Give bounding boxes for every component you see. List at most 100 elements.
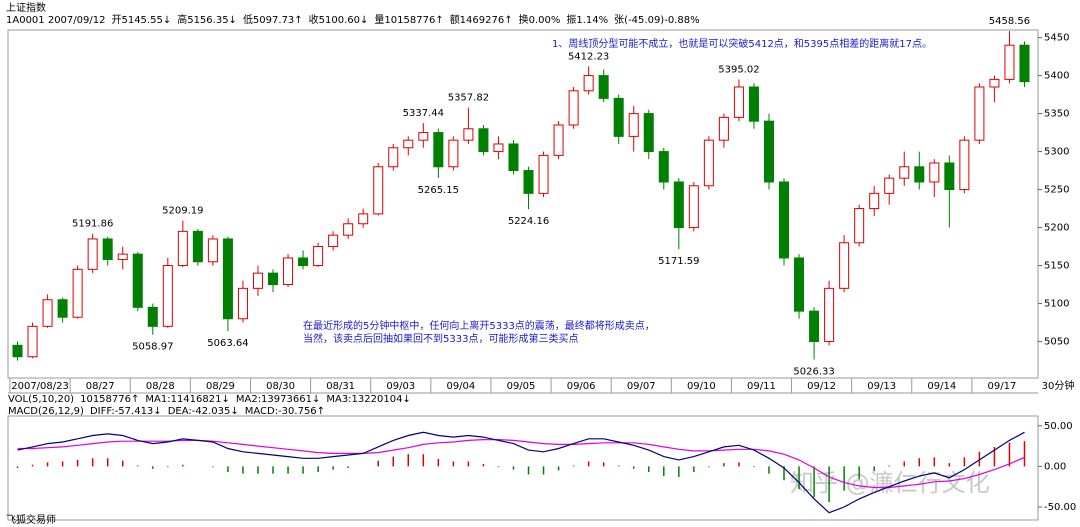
vol-item: MA2:13973661↓ bbox=[236, 394, 320, 405]
candle-body bbox=[869, 192, 880, 210]
x-tick-label: 09/10 bbox=[687, 381, 716, 392]
y-tick-label: 5450 bbox=[1044, 33, 1069, 44]
x-tick-label: 08/27 bbox=[86, 381, 115, 392]
candle-body bbox=[448, 139, 459, 168]
x-tick-label: 09/05 bbox=[507, 381, 536, 392]
candle-body bbox=[839, 242, 850, 289]
info-item: 张(-45.09)-0.88% bbox=[614, 14, 699, 26]
macd-frame bbox=[7, 415, 1039, 521]
y-tick-label: 5200 bbox=[1044, 223, 1069, 234]
candle-body bbox=[884, 177, 895, 194]
info-item: 振1.14% bbox=[566, 13, 608, 26]
candle-body bbox=[463, 128, 474, 141]
x-tick-label: 09/03 bbox=[386, 381, 415, 392]
info-item: 1A0001 2007/09/12 bbox=[6, 15, 105, 26]
diff-line bbox=[17, 431, 1025, 514]
high-label: 5337.44 bbox=[403, 108, 444, 119]
candle-body bbox=[613, 97, 624, 137]
candle-body bbox=[523, 170, 534, 194]
candle-body bbox=[298, 257, 309, 267]
info-item: 量10158776↑ bbox=[374, 14, 443, 26]
candle-body bbox=[763, 120, 774, 183]
info-item: 换0.00% bbox=[519, 13, 561, 26]
x-tick-label: 09/06 bbox=[567, 381, 596, 392]
candle-body bbox=[388, 147, 399, 168]
candle-body bbox=[433, 132, 444, 168]
info-item: 收5100.60↓ bbox=[309, 13, 369, 26]
candle-body bbox=[87, 238, 98, 270]
candle-body bbox=[132, 253, 143, 308]
period: 30分钟 bbox=[1042, 379, 1075, 392]
candle-body bbox=[568, 90, 579, 126]
candle-body bbox=[162, 265, 173, 327]
candle-body bbox=[72, 268, 83, 318]
candle-body bbox=[974, 86, 985, 141]
x-tick-label: 08/30 bbox=[266, 381, 295, 392]
candle-body bbox=[283, 257, 294, 286]
y-tick-label: 5350 bbox=[1044, 109, 1069, 120]
dea-line bbox=[17, 439, 1025, 489]
vol-item: MA1:11416821↓ bbox=[145, 394, 229, 405]
candle-body bbox=[252, 272, 263, 289]
candle-body bbox=[643, 113, 654, 153]
x-tick-label: 09/04 bbox=[446, 381, 475, 392]
candle-body bbox=[343, 223, 354, 236]
candle-body bbox=[1019, 44, 1030, 83]
vol-item: 10158776↑ bbox=[80, 394, 139, 405]
candle-body bbox=[658, 151, 669, 183]
candle-body bbox=[553, 124, 564, 156]
candle-body bbox=[147, 306, 158, 327]
info-item: 额1469276↑ bbox=[450, 13, 513, 26]
candle-body bbox=[583, 75, 594, 92]
high-label: 5209.19 bbox=[162, 206, 203, 217]
vol-item: VOL(5,10,20) bbox=[8, 394, 74, 405]
candle-body bbox=[899, 166, 910, 179]
candle-body bbox=[824, 287, 835, 343]
candle-body bbox=[42, 299, 53, 327]
candle-body bbox=[27, 325, 38, 358]
info-line: 1A0001 2007/09/12 开5145.55↓ 高5156.35↓ 低5097… bbox=[6, 13, 700, 26]
y-tick-label: 5300 bbox=[1044, 147, 1069, 158]
x-tick-label: 2007/08/23 bbox=[11, 381, 69, 392]
x-tick-label: 08/29 bbox=[206, 381, 235, 392]
info-item: 开5145.55↓ bbox=[111, 15, 171, 26]
candle-body bbox=[688, 185, 699, 229]
macd-item: DIFF:-57.413↓ bbox=[90, 406, 162, 417]
y-tick-label: 5050 bbox=[1044, 337, 1069, 348]
candle-body bbox=[493, 143, 504, 153]
candle-body bbox=[508, 143, 519, 172]
candle-body bbox=[313, 246, 324, 267]
high-label: 5191.86 bbox=[72, 219, 113, 230]
candle-body bbox=[673, 181, 684, 229]
vol-item: MA3:13220104↓ bbox=[326, 394, 410, 405]
candle-body bbox=[703, 139, 714, 187]
candle-body bbox=[192, 230, 203, 263]
low-label: 5171.59 bbox=[658, 256, 699, 267]
candle-body bbox=[268, 272, 279, 286]
candle-body bbox=[1004, 44, 1015, 80]
x-tick-label: 09/13 bbox=[867, 381, 896, 392]
candle-body bbox=[373, 166, 384, 215]
high-label: 5395.02 bbox=[718, 64, 759, 75]
note: 在最近形成的5分钟中枢中，任何向上离开5333点的震荡，最终都将形成卖点， bbox=[303, 319, 655, 332]
main-frame bbox=[7, 29, 1039, 379]
candle-body bbox=[328, 234, 339, 248]
candle-body bbox=[478, 128, 489, 153]
candle-body bbox=[929, 162, 940, 183]
high-label: 5357.82 bbox=[448, 93, 489, 104]
y-tick-label: 5100 bbox=[1044, 299, 1069, 310]
y-tick-label: 5250 bbox=[1044, 185, 1069, 196]
x-tick-label: 08/28 bbox=[146, 381, 175, 392]
y-tick-label: 0.00 bbox=[1044, 461, 1066, 472]
x-tick-label: 08/31 bbox=[326, 381, 355, 392]
candle-body bbox=[989, 78, 1000, 88]
x-tick-label: 09/11 bbox=[747, 381, 776, 392]
candle-body bbox=[117, 253, 128, 260]
candle-body bbox=[598, 75, 609, 99]
low-label: 5026.33 bbox=[793, 367, 834, 378]
candle-body bbox=[207, 238, 218, 263]
footer: 飞狐交易师 bbox=[6, 513, 56, 526]
x-tick-label: 09/12 bbox=[807, 381, 836, 392]
candle-body bbox=[854, 208, 865, 244]
